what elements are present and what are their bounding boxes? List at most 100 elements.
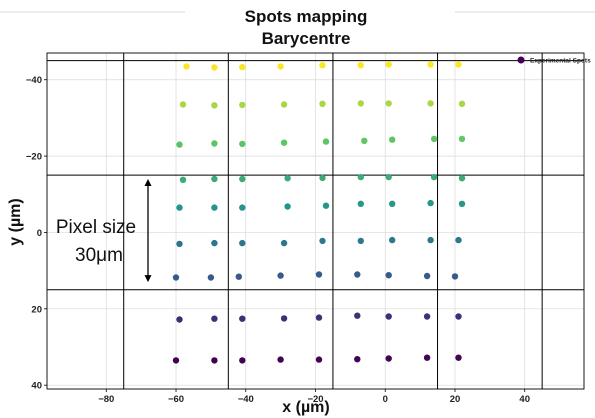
data-point	[357, 173, 364, 181]
data-point	[357, 237, 364, 245]
legend-marker	[517, 56, 525, 64]
data-point	[385, 355, 392, 362]
data-point	[427, 199, 434, 207]
data-point	[423, 354, 431, 361]
data-point	[239, 175, 246, 183]
data-point	[179, 101, 187, 108]
data-point	[239, 315, 246, 322]
data-point	[211, 140, 218, 147]
y-axis-label: y (µm)	[7, 198, 24, 245]
pixel-size-arrowhead-top	[144, 179, 152, 186]
data-point	[315, 314, 323, 321]
data-point	[423, 272, 431, 280]
data-point	[239, 140, 246, 148]
data-point	[389, 136, 396, 143]
x-tick-label: 0	[383, 394, 388, 405]
data-point	[319, 100, 326, 108]
x-tick-label: −80	[98, 394, 114, 405]
data-point	[430, 173, 438, 181]
data-point	[389, 236, 396, 244]
data-point	[458, 100, 466, 108]
legend-label: Experimental Spots	[530, 58, 591, 65]
data-point	[280, 139, 288, 146]
data-point	[357, 61, 364, 69]
gridlines	[47, 53, 584, 389]
data-point	[455, 313, 462, 320]
y-tick-label: 0	[37, 228, 42, 239]
data-point	[385, 272, 392, 279]
data-point	[176, 316, 183, 323]
x-axis-label: x (µm)	[282, 399, 329, 416]
data-point	[451, 273, 459, 280]
x-tick-label: 20	[450, 394, 461, 405]
data-point	[211, 315, 218, 322]
data-point	[423, 313, 431, 320]
data-point	[389, 200, 396, 207]
data-point	[176, 204, 183, 211]
data-point	[280, 101, 288, 108]
data-point	[315, 271, 323, 278]
data-point	[239, 357, 246, 364]
data-point	[357, 100, 364, 107]
data-point	[183, 63, 190, 70]
data-point	[322, 202, 330, 209]
data-point	[322, 138, 330, 145]
data-point	[385, 173, 392, 181]
data-point	[211, 204, 218, 211]
data-point	[207, 274, 215, 281]
data-point	[385, 100, 392, 107]
data-point	[280, 239, 288, 247]
data-point	[277, 356, 284, 363]
data-point	[319, 174, 326, 182]
data-point	[179, 176, 187, 183]
data-point	[427, 236, 434, 244]
data-point	[284, 175, 291, 182]
data-point	[239, 204, 246, 211]
data-point	[458, 175, 466, 182]
data-point	[284, 203, 291, 210]
data-point	[235, 273, 242, 280]
data-point	[176, 141, 183, 148]
legend: Experimental Spots	[517, 56, 591, 65]
data-point	[172, 274, 180, 281]
data-point	[354, 271, 361, 278]
data-point	[211, 175, 218, 183]
data-point	[319, 237, 326, 245]
data-point	[458, 200, 466, 207]
pixel-size-label-line1: Pixel size	[56, 217, 136, 238]
tick-labels: −80 −60 −40 −20 0 20 40 −40 −20 0 20 40	[26, 75, 530, 405]
data-point	[176, 240, 183, 248]
data-point	[172, 357, 180, 364]
data-point	[280, 315, 288, 322]
data-point	[354, 356, 361, 363]
data-point	[458, 135, 466, 143]
y-tick-label: −40	[26, 75, 42, 86]
data-point	[319, 61, 326, 69]
data-point	[357, 200, 364, 207]
data-point	[239, 63, 246, 71]
data-point	[427, 100, 434, 107]
chart-title-line2: Barycentre	[262, 29, 351, 48]
data-point	[427, 61, 434, 68]
x-tick-label: −40	[238, 394, 254, 405]
chart-title-line1: Spots mapping	[245, 7, 368, 26]
x-tick-label: −20	[307, 394, 323, 405]
y-tick-label: 40	[31, 381, 42, 392]
data-point	[385, 61, 392, 68]
data-point	[211, 102, 218, 109]
data-point	[455, 61, 462, 68]
data-point	[211, 239, 218, 247]
data-point	[385, 313, 392, 320]
data-point	[455, 354, 462, 361]
data-point	[277, 63, 284, 70]
data-point	[315, 356, 323, 363]
pixel-size-arrowhead-bottom	[144, 275, 152, 283]
data-point	[430, 135, 438, 143]
x-tick-label: −60	[168, 394, 184, 405]
data-point	[354, 312, 361, 319]
data-point	[239, 101, 246, 109]
y-tick-label: −20	[26, 152, 42, 163]
data-point	[361, 137, 368, 144]
scatter-points	[172, 61, 466, 364]
